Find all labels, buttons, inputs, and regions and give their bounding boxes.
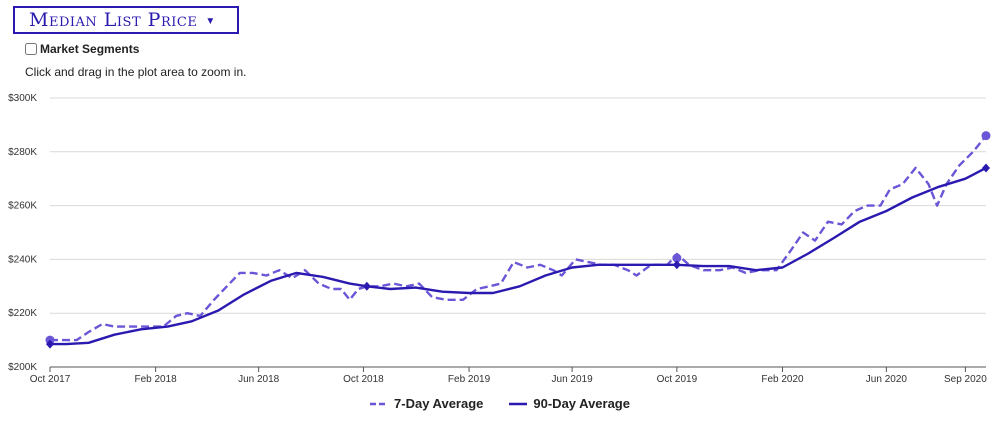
metric-dropdown[interactable]: Median List Price ▼ xyxy=(13,6,239,34)
legend-item-90day[interactable]: 90-Day Average xyxy=(509,396,630,411)
marker-diamond xyxy=(362,281,371,291)
y-tick-label: $240K xyxy=(8,254,37,265)
marker-circle xyxy=(981,131,991,141)
series-markers xyxy=(45,131,991,349)
axes: $200K $220K $240K $260K $280K $300K Oct 2017 Fe… xyxy=(8,93,987,385)
metric-dropdown-label: Median List Price xyxy=(29,9,198,31)
solid-line-icon xyxy=(509,402,528,405)
marker-circle xyxy=(672,253,682,263)
marker-diamond xyxy=(672,260,681,270)
x-tick-label: Feb 2020 xyxy=(761,374,804,385)
market-segments-label: Market Segments xyxy=(40,42,140,56)
y-tick-label: $280K xyxy=(8,147,37,158)
zoom-hint: Click and drag in the plot area to zoom … xyxy=(25,65,247,79)
x-tick-label: Sep 2020 xyxy=(944,374,987,385)
x-tick-label: Oct 2018 xyxy=(343,374,384,385)
marker-diamond xyxy=(46,339,54,349)
market-segments-toggle[interactable]: Market Segments xyxy=(25,42,139,56)
marker-diamond xyxy=(982,163,990,173)
legend-label-7day: 7-Day Average xyxy=(394,396,484,411)
legend-item-7day[interactable]: 7-Day Average xyxy=(370,396,483,411)
dashed-line-icon xyxy=(370,402,389,405)
grid-lines xyxy=(50,97,986,368)
caret-down-icon: ▼ xyxy=(205,15,216,27)
y-tick-label: $220K xyxy=(8,308,37,319)
x-tick-label: Oct 2017 xyxy=(30,374,71,385)
x-tick-label: Jun 2018 xyxy=(238,374,280,385)
market-segments-checkbox[interactable] xyxy=(25,43,37,55)
y-tick-label: $260K xyxy=(8,201,37,212)
x-tick-label: Jun 2020 xyxy=(866,374,908,385)
x-tick-label: Feb 2019 xyxy=(448,374,491,385)
legend-label-90day: 90-Day Average xyxy=(533,396,630,411)
series-line-90day xyxy=(50,166,987,346)
y-tick-label: $300K xyxy=(8,93,37,104)
chart-legend: 7-Day Average 90-Day Average xyxy=(0,396,1000,411)
x-tick-label: Oct 2019 xyxy=(657,374,698,385)
line-chart[interactable]: $200K $220K $240K $260K $280K $300K Oct 2017 Fe… xyxy=(0,0,1000,395)
series-lines xyxy=(50,134,987,346)
x-tick-label: Feb 2018 xyxy=(134,374,177,385)
y-tick-label: $200K xyxy=(8,362,37,373)
series-line-7day xyxy=(50,134,987,342)
x-tick-label: Jun 2019 xyxy=(552,374,594,385)
